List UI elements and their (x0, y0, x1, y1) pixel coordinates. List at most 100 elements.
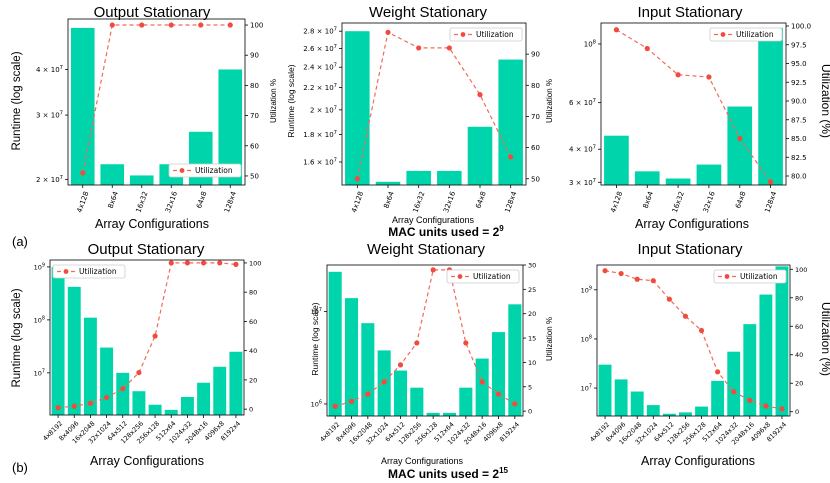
utilization-point-2048x16 (200, 260, 207, 266)
bar-8x64 (375, 181, 401, 185)
utilization-point-4096x8 (217, 260, 223, 266)
utilization-point-128x256 (682, 313, 689, 319)
x-axis-label: Array Configurations (95, 217, 209, 231)
y2-tick-label: 95.0 (791, 60, 807, 68)
y2-tick-label: 97.5 (791, 41, 807, 49)
axes-frame (49, 259, 245, 416)
legend (168, 163, 242, 178)
utilization-point-1024x32 (463, 340, 469, 346)
y-tick-label: 3 × 107 (36, 111, 63, 120)
utilization-point-8x4096 (71, 403, 77, 409)
utilization-point-512x64 (168, 260, 174, 266)
y2-tick-label: 100 (795, 266, 807, 274)
bar-64x8 (727, 106, 753, 185)
utilization-line (616, 29, 772, 183)
y-tick-label: 108 (34, 315, 45, 324)
bar-512x64 (711, 380, 725, 416)
bar-128x4 (498, 59, 523, 185)
y-tick-label: 2.8 × 107 (303, 27, 337, 36)
legend (446, 269, 520, 284)
bar-128x4 (758, 27, 783, 185)
bar-8x64 (100, 164, 125, 185)
x-axis-label: Array Configurations (635, 217, 749, 231)
legend-marker (179, 168, 185, 173)
bar-1024x32 (180, 396, 194, 415)
y-tick-label: 106 (311, 399, 322, 408)
chart-panel-6: 1071081090204060801004x81928x409616x2048… (581, 241, 830, 468)
y-tick-label: 2.6 × 107 (303, 44, 337, 53)
x-tick-label: 4x128 (350, 190, 365, 213)
utilization-point-4x128 (613, 27, 620, 33)
bar-2048x16 (197, 382, 211, 415)
chart-title: Output Stationary (88, 241, 205, 258)
y2-tick-label: 10 (528, 359, 536, 367)
bar-64x512 (662, 413, 676, 416)
x-tick-label: 64x8 (195, 190, 209, 209)
y-axis-label: Runtime (log scale) (310, 302, 320, 375)
y2-tick-label: 60 (795, 323, 803, 331)
bar-32x16 (437, 170, 462, 185)
bar-1024x32 (727, 351, 741, 416)
y2-axis-label: Utilization % (269, 79, 278, 123)
chart-title: Weight Stationary (369, 4, 488, 21)
utilization-point-4096x8 (763, 403, 769, 409)
y2-tick-label: 100 (250, 22, 263, 30)
chart-panel-2: 1.6 × 107 1.8 × 107 2 × 107 2.2 × 107 2.4 × … (286, 4, 554, 225)
bar-8x4096 (344, 298, 359, 416)
caption-b: MAC units used = 215 (388, 466, 508, 481)
bar-4096x8 (491, 332, 506, 416)
y-tick-label: 1.6 × 107 (303, 157, 337, 166)
x-tick-label: 8x64 (642, 190, 656, 210)
utilization-point-128x4 (508, 154, 514, 160)
bar-512x64 (442, 412, 457, 416)
y2-tick-label: 82.5 (791, 154, 807, 162)
y-tick-label: 2 × 107 (36, 175, 63, 184)
y-tick-label: 109 (34, 262, 45, 271)
y2-tick-label: 80 (249, 289, 257, 297)
y2-tick-label: 70 (250, 112, 259, 120)
chart-title: Input Stationary (637, 4, 743, 21)
chart-panel-5: 1061070510152025304x81928x409616x204832x… (310, 241, 554, 466)
y-tick-label: 2.4 × 107 (303, 63, 337, 72)
y2-tick-label: 0 (249, 406, 253, 414)
y2-tick-label: 20 (249, 376, 257, 384)
y-tick-label: 2.2 × 107 (303, 83, 337, 92)
y2-tick-label: 60 (249, 318, 257, 326)
utilization-point-2048x16 (747, 397, 753, 403)
utilization-point-128x256 (414, 340, 420, 346)
utilization-point-32x1024 (381, 379, 387, 385)
bar-4x8192 (328, 271, 342, 416)
y-tick-label: 107 (34, 368, 45, 377)
y-tick-label: 108 (581, 334, 592, 343)
utilization-point-512x64 (715, 369, 721, 375)
bar-1024x32 (459, 387, 473, 416)
legend-marker (63, 269, 69, 274)
y-axis-label: Runtime (log scale) (11, 288, 23, 387)
utilization-point-4x128 (354, 176, 360, 182)
x-tick-label: 4x128 (76, 190, 91, 213)
y2-tick-label: 20 (795, 380, 803, 388)
chart-title: Output Stationary (94, 4, 211, 21)
y-tick-label: 4 × 107 (569, 145, 596, 154)
bar-64x512 (116, 372, 130, 415)
bar-128x256 (132, 391, 146, 415)
legend-label: Utilization (476, 30, 514, 39)
utilization-point-1024x32 (184, 260, 191, 266)
bar-256x128 (695, 406, 708, 416)
y2-tick-label: 0 (528, 408, 532, 416)
x-axis-label: Array Configurations (392, 215, 475, 225)
utilization-point-256x128 (152, 333, 158, 339)
utilization-point-4096x8 (495, 391, 502, 397)
legend (709, 27, 783, 42)
bar-32x1024 (100, 347, 114, 415)
x-tick-label: 64x8 (734, 190, 748, 209)
chart-panel-4: 1071081090204060801004x81928x409616x2048… (11, 241, 261, 468)
legend-marker (724, 274, 730, 279)
bar-32x16 (696, 164, 722, 185)
bar-4x128 (70, 27, 95, 186)
utilization-point-8192x4 (233, 261, 239, 267)
utilization-point-64x512 (397, 362, 404, 368)
y-axis-label: Runtime (log scale) (11, 51, 23, 150)
y-tick-label: 109 (581, 285, 592, 294)
bar-8192x4 (229, 351, 243, 415)
